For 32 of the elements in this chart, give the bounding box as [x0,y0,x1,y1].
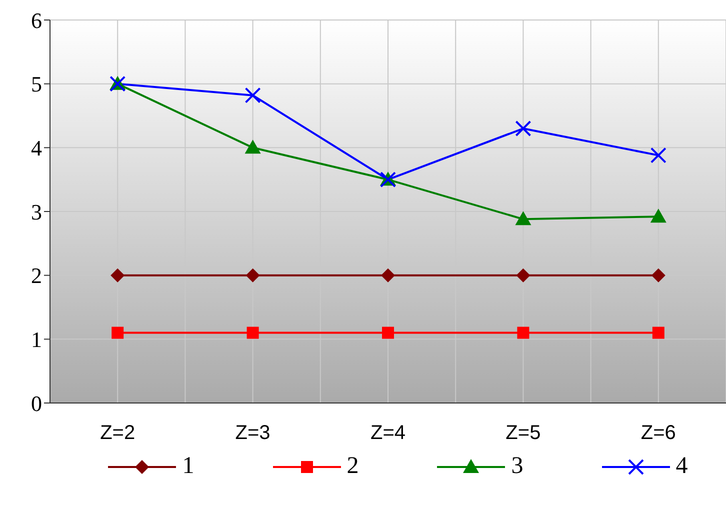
point [382,326,394,339]
x-tick-label: Z=4 [370,422,406,444]
y-tick-label: 6 [31,8,42,33]
y-tick-label: 4 [31,135,42,160]
point [246,268,260,282]
x-tick-label: Z=3 [235,422,270,444]
point [244,87,261,104]
point [246,326,259,339]
legend-label: 3 [511,453,524,480]
y-tick-label: 5 [31,72,42,97]
y-tick-label: 1 [31,326,42,352]
point [381,268,395,282]
y-tick-label: 3 [31,199,42,224]
point [112,326,124,339]
x-tick-label: Z=2 [100,422,136,444]
point [652,326,664,339]
point [110,268,125,282]
point [244,140,261,154]
y-tick-label: 0 [31,390,42,416]
legend-label: 2 [346,453,359,480]
x-tick-label: Z=6 [640,422,676,444]
x-tick-label: Z=5 [506,422,541,444]
point [515,211,532,226]
point [516,268,530,282]
y-tick-label: 2 [31,263,42,288]
legend-label: 4 [676,453,688,480]
point [650,147,666,164]
point [515,120,532,137]
point [517,326,530,339]
legend-label: 1 [182,453,194,480]
point [651,268,666,282]
point [650,208,666,223]
